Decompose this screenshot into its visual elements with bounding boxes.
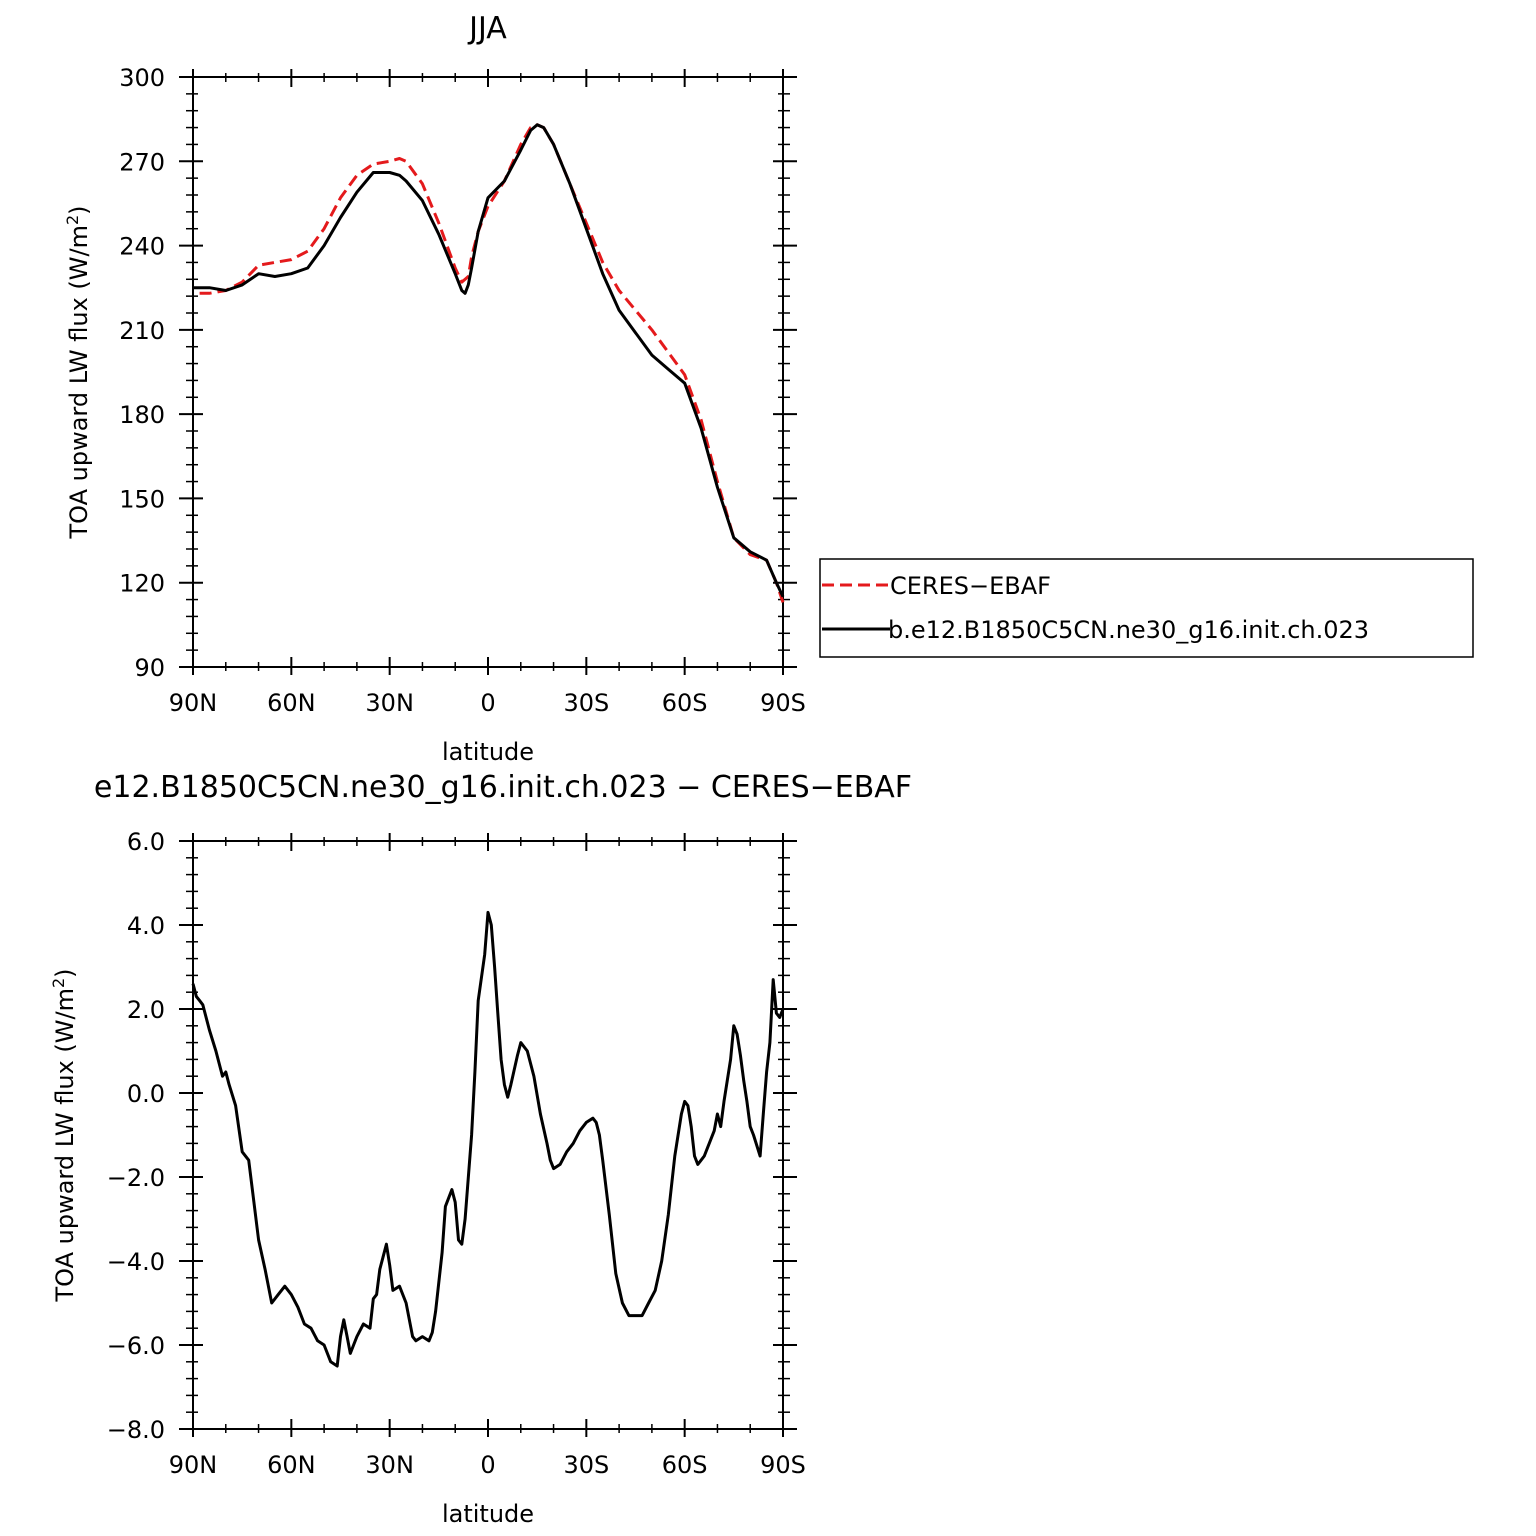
legend-box	[819, 558, 1474, 658]
x-tick-label: 30N	[365, 689, 414, 717]
y-tick-label: 180	[119, 401, 165, 429]
y-tick-label: −2.0	[107, 1164, 165, 1192]
y-tick-label: 150	[119, 485, 165, 513]
x-tick-label: 0	[480, 1451, 495, 1479]
y-tick-label: −4.0	[107, 1248, 165, 1276]
legend: CERES−EBAF b.e12.B1850C5CN.ne30_g16.init…	[819, 558, 1474, 658]
bottom-chart-y-axis-title: TOA upward LW flux (W/m2)	[49, 968, 79, 1302]
x-tick-label: 60S	[662, 1451, 708, 1479]
bottom-chart-plot-frame	[192, 840, 784, 1430]
y-tick-label: 4.0	[127, 912, 165, 940]
y-tick-label: 270	[119, 148, 165, 176]
x-tick-label: 90N	[169, 1451, 218, 1479]
x-tick-label: 0	[480, 689, 495, 717]
top-chart-series-group	[193, 123, 785, 603]
x-tick-label: 60N	[267, 1451, 316, 1479]
x-tick-label: 30S	[563, 689, 609, 717]
y-tick-label: 0.0	[127, 1080, 165, 1108]
x-tick-label: 60N	[267, 689, 316, 717]
x-tick-label: 60S	[662, 689, 708, 717]
difference-series-line	[191, 910, 785, 1368]
x-tick-label: 30N	[365, 1451, 414, 1479]
y-tick-label: 120	[119, 570, 165, 598]
legend-label-ceres: CERES−EBAF	[890, 572, 1051, 600]
x-tick-label: 90S	[760, 1451, 806, 1479]
y-tick-label: 6.0	[127, 828, 165, 856]
y-tick-label: 90	[134, 654, 165, 682]
top-chart-plot-frame	[192, 76, 784, 668]
top-chart-x-axis-title: latitude	[442, 738, 534, 766]
top-chart-title: JJA	[467, 11, 507, 46]
top-chart-y-axis-title: TOA upward LW flux (W/m2)	[63, 205, 93, 539]
y-tick-label: 2.0	[127, 996, 165, 1024]
bottom-chart-x-axis-title: latitude	[442, 1500, 534, 1528]
x-tick-label: 90N	[169, 689, 218, 717]
y-tick-label: −6.0	[107, 1332, 165, 1360]
y-tick-label: 210	[119, 317, 165, 345]
model-series-line	[193, 123, 785, 598]
bottom-chart-panel: e12.B1850C5CN.ne30_g16.init.ch.023 − CER…	[49, 770, 912, 1528]
bottom-chart-series-group	[191, 910, 785, 1368]
legend-label-model: b.e12.B1850C5CN.ne30_g16.init.ch.023	[888, 616, 1369, 644]
bottom-chart-ticks: 90N 60N 30N 0 30S 60S 90S −8.0 −6.0 −4.0 −2.0 0.0 2.…	[107, 828, 806, 1479]
bottom-chart-title: e12.B1850C5CN.ne30_g16.init.ch.023 − CER…	[94, 770, 912, 805]
top-chart-ticks: 90N 60N 30N 0 30S 60S 90S 90 120 150 180 210 240 270 3…	[119, 64, 806, 717]
y-tick-label: 300	[119, 64, 165, 92]
top-chart-panel: JJA 90N 60N 30N 0 30S 60S 90S 90 120 150 180 210 240…	[63, 11, 1474, 766]
y-tick-label: 240	[119, 233, 165, 261]
x-tick-label: 30S	[563, 1451, 609, 1479]
x-tick-label: 90S	[760, 689, 806, 717]
y-tick-label: −8.0	[107, 1416, 165, 1444]
ceres-ebaf-series-line	[199, 123, 785, 603]
